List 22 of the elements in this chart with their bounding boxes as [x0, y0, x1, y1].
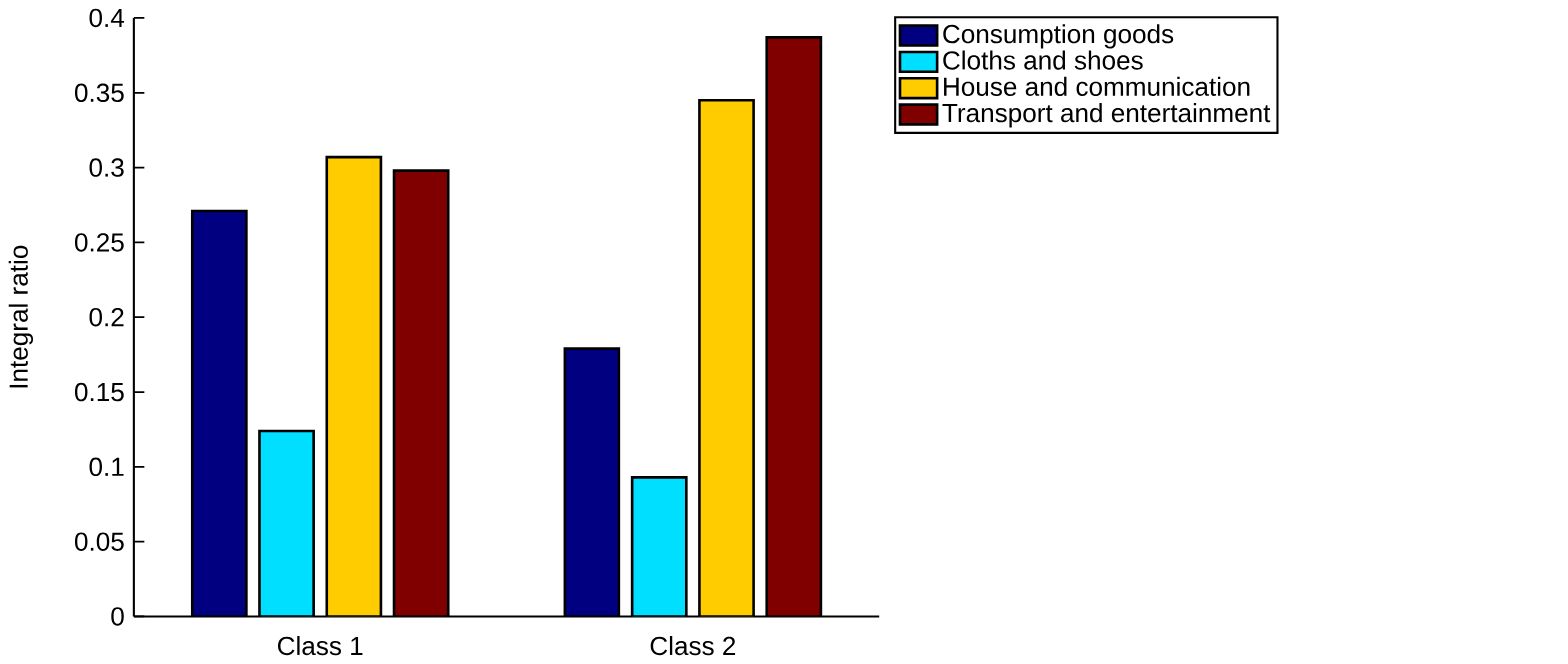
- y-tick-label: 0.15: [74, 382, 124, 402]
- bar: [258, 429, 315, 617]
- y-tick-label: 0.25: [74, 233, 124, 252]
- y-tick-label: 0.05: [74, 532, 124, 551]
- x-tick-label: Class 2: [650, 636, 736, 656]
- y-tick-label: 0.2: [89, 308, 124, 327]
- legend-label: Transport and entertainment: [942, 103, 1271, 128]
- y-tick-label: 0.3: [89, 158, 124, 177]
- bar: [630, 476, 688, 617]
- bar: [563, 347, 621, 617]
- bar: [765, 36, 823, 617]
- bar: [392, 169, 450, 617]
- x-tick-label: Class 1: [278, 636, 363, 656]
- y-tick-label: 0: [111, 607, 124, 626]
- legend-label: Consumption goods: [943, 24, 1174, 49]
- bar: [325, 155, 383, 617]
- y-tick-label: 0.1: [89, 457, 124, 477]
- y-tick-label: 0.4: [89, 8, 125, 28]
- legend-label: House and communication: [944, 76, 1250, 96]
- y-axis-title: Integral ratio: [8, 245, 34, 388]
- y-tick-label: 0.35: [74, 83, 124, 103]
- legend-label: Cloths and shoes: [943, 50, 1143, 70]
